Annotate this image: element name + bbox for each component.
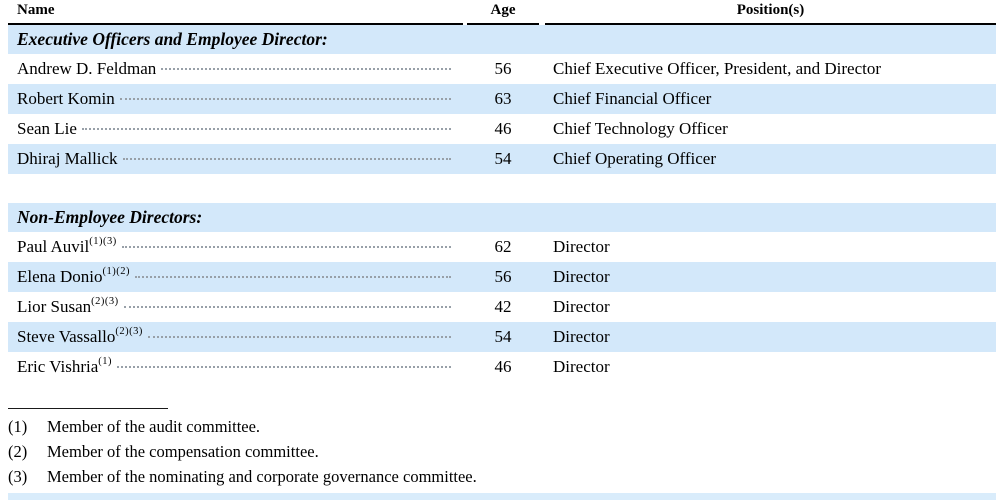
table-row: Dhiraj Mallick 54 Chief Operating Office… — [8, 144, 996, 174]
person-age: 46 — [494, 357, 512, 376]
table-body: Executive Officers and Employee Director… — [8, 25, 996, 382]
section-title: Non-Employee Directors: — [17, 207, 203, 227]
table-row: Elena Donio (1)(2) 56 Director — [8, 262, 996, 292]
column-header-age: Age — [467, 0, 539, 25]
table-row: Paul Auvil (1)(3) 62 Director — [8, 232, 996, 262]
name-cell: Andrew D. Feldman — [8, 59, 463, 79]
dot-leader — [117, 366, 451, 368]
person-age: 63 — [494, 89, 512, 108]
table-row: Lior Susan (2)(3) 42 Director — [8, 292, 996, 322]
footnote-rule — [8, 408, 168, 409]
person-name: Robert Komin — [17, 89, 115, 108]
name-cell: Robert Komin — [8, 89, 463, 109]
table-row: Robert Komin 63 Chief Financial Officer — [8, 84, 996, 114]
person-position: Director — [553, 297, 610, 316]
person-name: Lior Susan — [17, 297, 92, 316]
footnote-refs: (2)(3) — [91, 295, 119, 307]
person-position: Chief Operating Officer — [553, 149, 717, 168]
name-cell: Paul Auvil (1)(3) — [8, 235, 463, 257]
footnote-marker: (2) — [8, 442, 28, 461]
officers-directors-table: Name Age Position(s) Executive Officers … — [8, 0, 996, 489]
person-position: Director — [553, 327, 610, 346]
person-age: 54 — [494, 149, 512, 168]
person-name: Elena Donio — [17, 267, 103, 286]
footnote-text: Member of the compensation committee. — [47, 442, 319, 461]
person-age: 56 — [494, 59, 512, 78]
partial-shaded-row — [8, 493, 996, 500]
footnote-list: (1) Member of the audit committee. (2) M… — [8, 414, 996, 489]
person-position: Director — [553, 357, 610, 376]
footnote-refs: (1)(3) — [89, 235, 117, 247]
person-age: 42 — [494, 297, 512, 316]
dot-leader — [121, 246, 451, 248]
table-row: Steve Vassallo (2)(3) 54 Director — [8, 322, 996, 352]
section-title: Executive Officers and Employee Director… — [17, 29, 328, 49]
section-spacer — [8, 174, 996, 203]
dot-leader — [161, 68, 451, 70]
name-cell: Sean Lie — [8, 119, 463, 139]
name-cell: Dhiraj Mallick — [8, 149, 463, 169]
name-cell: Eric Vishria (1) — [8, 355, 463, 377]
footnote-refs: (1)(2) — [102, 265, 130, 277]
person-name: Dhiraj Mallick — [17, 149, 118, 168]
table-row: Sean Lie 46 Chief Technology Officer — [8, 114, 996, 144]
footnote-text: Member of the audit committee. — [47, 417, 261, 436]
column-header-positions: Position(s) — [545, 0, 996, 25]
dot-leader — [134, 276, 451, 278]
person-position: Chief Technology Officer — [553, 119, 728, 138]
name-cell: Lior Susan (2)(3) — [8, 295, 463, 317]
person-name: Paul Auvil — [17, 237, 90, 256]
dot-leader — [119, 98, 451, 100]
person-name: Andrew D. Feldman — [17, 59, 157, 78]
column-header-name: Name — [8, 0, 463, 25]
person-position: Director — [553, 237, 610, 256]
table-row: Eric Vishria (1) 46 Director — [8, 352, 996, 382]
person-position: Chief Financial Officer — [553, 89, 712, 108]
table-header-row: Name Age Position(s) — [8, 0, 996, 25]
person-age: 56 — [494, 267, 512, 286]
person-position: Chief Executive Officer, President, and … — [553, 59, 882, 78]
person-age: 54 — [494, 327, 512, 346]
table-row: Andrew D. Feldman 56 Chief Executive Off… — [8, 54, 996, 84]
person-position: Director — [553, 267, 610, 286]
dot-leader — [147, 336, 451, 338]
footnote-refs: (1) — [98, 355, 113, 367]
footnote: (1) Member of the audit committee. — [8, 414, 996, 439]
footnotes-block: (1) Member of the audit committee. (2) M… — [8, 408, 996, 489]
person-age: 62 — [494, 237, 512, 256]
section-header-row: Executive Officers and Employee Director… — [8, 25, 996, 54]
footnote-text: Member of the nominating and corporate g… — [47, 467, 477, 486]
footnote-marker: (3) — [8, 467, 28, 486]
footnote-refs: (2)(3) — [115, 325, 143, 337]
footnote: (3) Member of the nominating and corpora… — [8, 464, 996, 489]
dot-leader — [122, 158, 451, 160]
person-name: Eric Vishria — [17, 357, 99, 376]
footnote-marker: (1) — [8, 417, 28, 436]
person-age: 46 — [494, 119, 512, 138]
name-cell: Elena Donio (1)(2) — [8, 265, 463, 287]
person-name: Sean Lie — [17, 119, 77, 138]
person-name: Steve Vassallo — [17, 327, 116, 346]
dot-leader — [123, 306, 451, 308]
section-header-row: Non-Employee Directors: — [8, 203, 996, 232]
footnote: (2) Member of the compensation committee… — [8, 439, 996, 464]
name-cell: Steve Vassallo (2)(3) — [8, 325, 463, 347]
dot-leader — [81, 128, 451, 130]
